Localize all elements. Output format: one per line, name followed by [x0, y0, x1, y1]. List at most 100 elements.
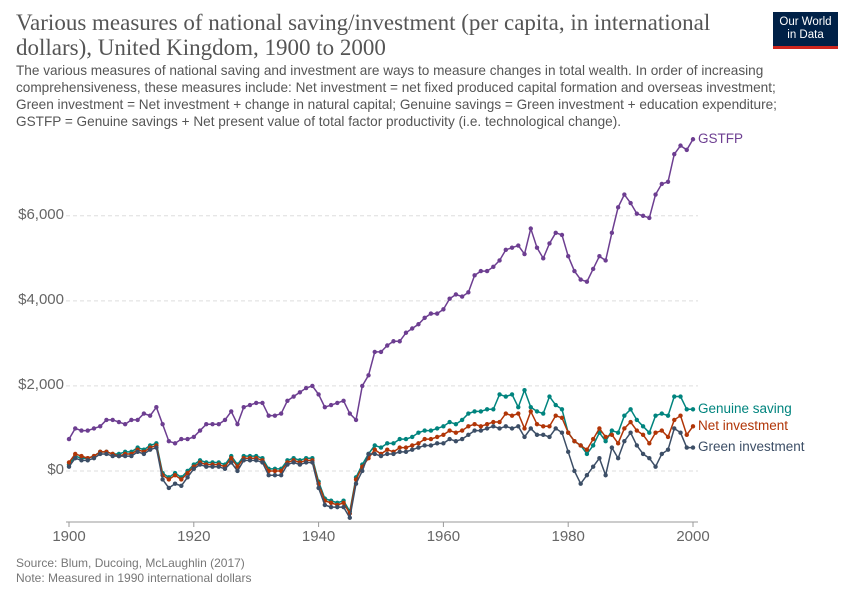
- point: [66, 436, 72, 442]
- point: [310, 383, 315, 389]
- point: [690, 407, 696, 412]
- y-tick-label: $6,000: [18, 206, 64, 223]
- point: [166, 477, 172, 482]
- point: [272, 468, 278, 474]
- point: [403, 449, 409, 455]
- point: [272, 413, 278, 418]
- point: [459, 294, 465, 299]
- point: [366, 451, 371, 457]
- point: [328, 500, 334, 506]
- point: [247, 402, 253, 408]
- point: [353, 417, 359, 423]
- point: [459, 436, 465, 442]
- point: [422, 315, 427, 321]
- point: [528, 404, 533, 410]
- point: [410, 447, 415, 452]
- point: [204, 464, 209, 469]
- point: [185, 475, 190, 480]
- point: [628, 430, 633, 435]
- point: [235, 468, 240, 474]
- point: [547, 434, 552, 440]
- point: [553, 426, 558, 431]
- point: [416, 445, 421, 450]
- point: [335, 504, 340, 510]
- point: [434, 426, 440, 431]
- point: [410, 434, 415, 440]
- point: [285, 462, 290, 467]
- point: [472, 428, 477, 433]
- point: [653, 413, 658, 418]
- point: [672, 151, 677, 157]
- point: [509, 392, 515, 397]
- logo[interactable]: Our World in Data: [773, 12, 838, 49]
- point: [628, 407, 633, 412]
- point: [441, 307, 446, 312]
- point: [659, 411, 664, 416]
- point: [260, 400, 265, 406]
- point: [628, 419, 633, 425]
- point: [509, 426, 515, 431]
- point: [484, 407, 490, 412]
- point: [466, 424, 471, 429]
- point: [360, 383, 365, 389]
- point: [91, 426, 97, 431]
- point: [590, 443, 596, 448]
- point: [528, 226, 533, 231]
- point: [172, 481, 178, 486]
- series-label: GSTFP: [698, 131, 743, 146]
- point: [590, 266, 596, 272]
- point: [397, 436, 402, 442]
- point: [453, 421, 459, 427]
- point: [472, 273, 477, 278]
- point: [372, 451, 377, 457]
- series-line: [68, 138, 694, 445]
- point: [335, 400, 340, 406]
- point: [316, 485, 321, 491]
- point: [584, 279, 590, 284]
- point: [179, 436, 184, 442]
- point: [497, 419, 502, 425]
- point: [322, 404, 328, 410]
- point: [91, 456, 97, 461]
- point: [104, 451, 109, 457]
- point: [484, 268, 490, 274]
- point: [678, 394, 683, 399]
- point: [341, 504, 346, 510]
- point: [241, 404, 246, 410]
- point: [528, 426, 533, 431]
- point: [578, 277, 583, 282]
- point: [516, 243, 521, 248]
- point: [422, 428, 427, 433]
- point: [410, 443, 415, 448]
- point: [653, 464, 658, 469]
- point: [85, 428, 90, 433]
- point: [503, 424, 508, 429]
- point: [466, 411, 471, 416]
- y-tick-label: $2,000: [18, 376, 64, 393]
- point: [534, 245, 540, 250]
- point: [447, 296, 452, 301]
- point: [578, 481, 583, 486]
- point: [534, 409, 540, 414]
- point: [104, 417, 109, 423]
- point: [553, 402, 558, 408]
- point: [85, 458, 90, 463]
- point: [603, 258, 608, 263]
- point: [154, 445, 159, 450]
- point: [503, 411, 508, 416]
- point: [129, 453, 134, 459]
- point: [503, 247, 508, 253]
- point: [609, 428, 615, 433]
- point: [172, 441, 178, 446]
- point: [584, 451, 590, 457]
- point: [197, 462, 203, 467]
- point: [403, 330, 409, 335]
- point: [603, 473, 608, 478]
- point: [79, 458, 84, 463]
- point: [229, 456, 234, 461]
- point: [466, 290, 471, 295]
- x-tick-label: 2000: [676, 528, 709, 545]
- point: [684, 445, 689, 450]
- point: [615, 430, 621, 435]
